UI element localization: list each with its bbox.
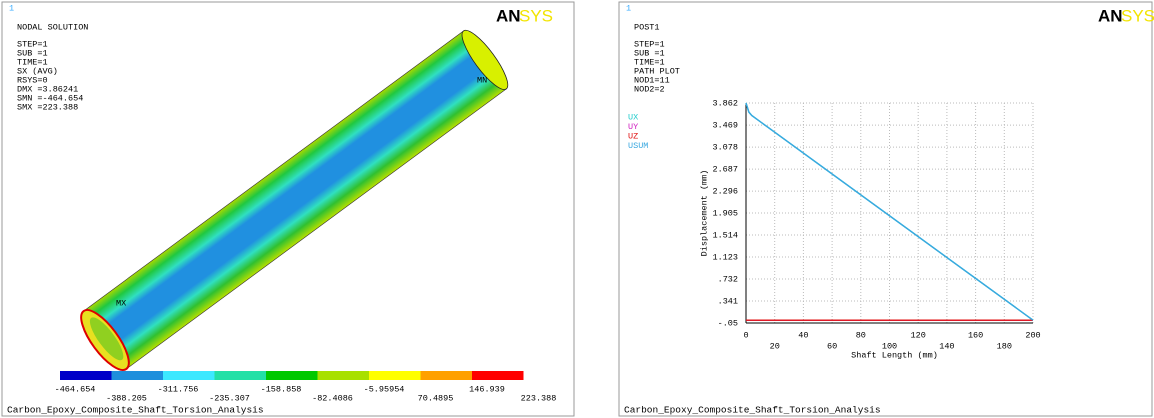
contour-swatch [369, 371, 421, 380]
x-tick-label: 20 [770, 341, 780, 351]
contour-label: -311.756 [158, 384, 199, 394]
max-marker: MX [116, 298, 126, 308]
contour-swatch [318, 371, 370, 380]
contour-swatch [472, 371, 524, 380]
x-tick-label: 0 [743, 330, 748, 340]
footer-title: Carbon_Epoxy_Composite_Shaft_Torsion_Ana… [624, 405, 881, 416]
x-tick-label: 60 [827, 341, 837, 351]
contour-label: -158.858 [261, 384, 302, 394]
logo-bold: AN [1098, 6, 1123, 25]
footer-title: Carbon_Epoxy_Composite_Shaft_Torsion_Ana… [7, 405, 264, 416]
info-line: SMX =223.388 [17, 102, 78, 112]
y-tick-label: -.05 [718, 318, 738, 328]
contour-swatch [215, 371, 267, 380]
x-tick-label: 160 [968, 330, 983, 340]
window-number: 1 [9, 3, 14, 13]
contour-swatch [112, 371, 164, 380]
info-line: NODAL SOLUTION [17, 22, 88, 32]
logo-bold: AN [496, 6, 521, 25]
y-axis-label: Displacement (mm) [699, 170, 709, 257]
y-tick-label: 1.514 [712, 230, 738, 240]
contour-label: 70.4895 [418, 393, 454, 403]
y-tick-label: .341 [718, 296, 738, 306]
x-tick-label: 80 [856, 330, 866, 340]
contour-swatch [266, 371, 318, 380]
contour-swatch [60, 371, 112, 380]
contour-label: -82.4086 [312, 393, 353, 403]
contour-swatch [421, 371, 473, 380]
legend-entry: USUM [628, 141, 648, 151]
y-tick-label: 1.905 [712, 208, 738, 218]
contour-label: 223.388 [521, 393, 557, 403]
contour-swatch [163, 371, 215, 380]
window-number: 1 [626, 3, 631, 13]
y-tick-label: 3.862 [712, 98, 738, 108]
logo-light: SYS [519, 6, 553, 25]
x-tick-label: 120 [911, 330, 926, 340]
y-tick-label: 2.687 [712, 164, 738, 174]
contour-label: -235.307 [209, 393, 250, 403]
contour-label: 146.939 [469, 384, 505, 394]
info-line: POST1 [634, 22, 660, 32]
y-tick-label: 3.469 [712, 120, 738, 130]
min-marker: MN [477, 75, 487, 85]
y-tick-label: 2.296 [712, 186, 738, 196]
x-tick-label: 200 [1025, 330, 1040, 340]
y-tick-label: 3.078 [712, 142, 738, 152]
legend-entry: UX [628, 112, 638, 122]
info-line: NOD2=2 [634, 84, 665, 94]
x-axis-label: Shaft Length (mm) [851, 350, 938, 360]
legend-entry: UY [628, 122, 638, 132]
ansys-screen: 1ANSYSNODAL SOLUTIONSTEP=1SUB =1TIME=1SX… [0, 0, 1154, 418]
x-tick-label: 40 [798, 330, 808, 340]
legend-entry: UZ [628, 131, 638, 141]
contour-label: -5.95954 [364, 384, 405, 394]
contour-label: -388.205 [106, 393, 147, 403]
y-tick-label: .732 [718, 274, 738, 284]
y-tick-label: 1.123 [712, 252, 738, 262]
x-tick-label: 140 [939, 341, 954, 351]
contour-label: -464.654 [55, 384, 96, 394]
logo-light: SYS [1121, 6, 1154, 25]
x-tick-label: 180 [997, 341, 1012, 351]
